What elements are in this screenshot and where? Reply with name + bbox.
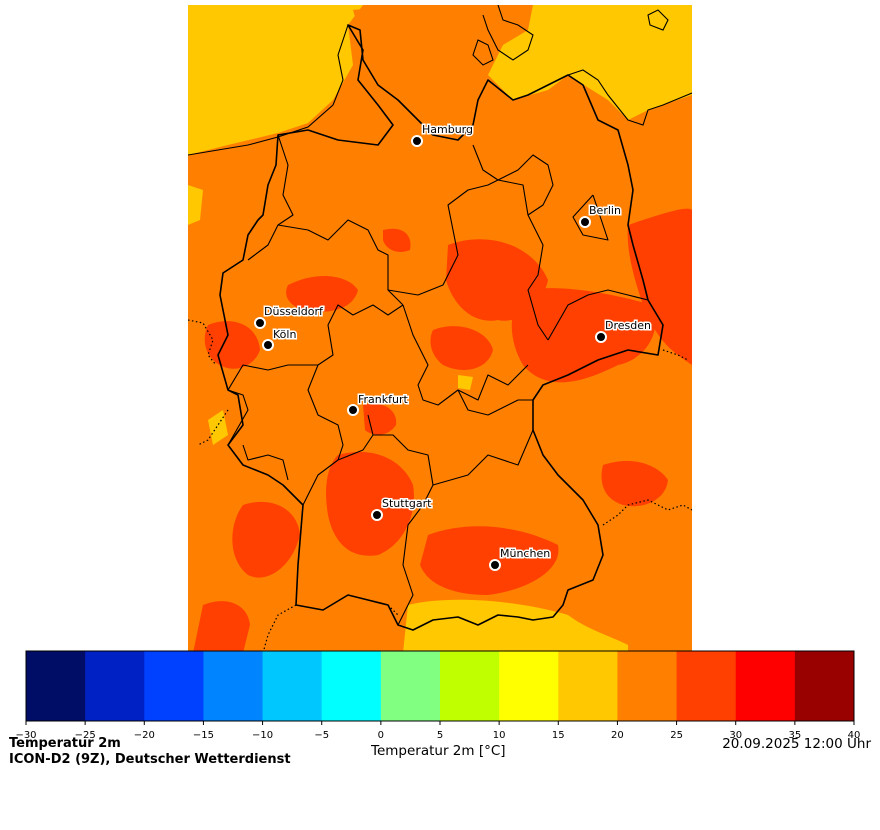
city-markers: Hamburg Berlin Düsseldorf Köln Dresden F… — [254, 122, 652, 571]
land-area-denmark — [478, 5, 533, 45]
colorbar-tick-label: 40 — [848, 730, 861, 741]
germany-border — [217, 24, 664, 631]
colorbar-tick-label: 0 — [378, 730, 384, 741]
city-dot — [489, 559, 501, 571]
colorbar-swatch — [321, 651, 382, 721]
colorbar-tick-label: −5 — [314, 730, 329, 741]
city-dot — [262, 339, 274, 351]
city-dot — [371, 509, 383, 521]
city-dresden[interactable]: Dresden — [595, 318, 652, 343]
colorbar-tick-label: 25 — [670, 730, 683, 741]
colorbar-tick-label: 35 — [788, 730, 801, 741]
colorbar-tick-label: −25 — [75, 730, 96, 741]
city-label-berlin: Berlin — [589, 204, 621, 217]
colorbar-tick-label: 20 — [611, 730, 624, 741]
cool-patches — [188, 185, 628, 653]
temperature-map: Hamburg Berlin Düsseldorf Köln Dresden F… — [188, 5, 692, 653]
colorbar-swatch — [144, 651, 204, 721]
city-label-stuttgart: Stuttgart — [382, 497, 432, 510]
city-dot — [254, 317, 266, 329]
city-muenchen[interactable]: München — [489, 546, 552, 571]
colorbar-swatch — [735, 651, 796, 721]
colorbar-swatch — [203, 651, 264, 721]
city-koeln[interactable]: Köln — [262, 327, 298, 351]
city-label-koeln: Köln — [273, 328, 296, 341]
city-dot — [595, 331, 607, 343]
city-dot — [579, 216, 591, 228]
colorbar-swatch — [26, 651, 86, 721]
city-dot — [411, 135, 423, 147]
city-hamburg[interactable]: Hamburg — [411, 122, 475, 147]
colorbar-swatch — [558, 651, 618, 721]
colorbar-tick-label: 15 — [552, 730, 565, 741]
colorbar-swatch — [794, 651, 855, 721]
land-area-north — [353, 5, 413, 65]
temperature-colorbar: −30 −25 −20 −15 −10 −5 0 5 10 15 20 25 30 35 40 — [15, 650, 860, 741]
chart-title: Temperatur 2m — [9, 736, 121, 751]
valid-time: 20.09.2025 12:00 Uhr — [722, 736, 871, 752]
colorbar-tick-label: −15 — [193, 730, 214, 741]
colorbar-swatch — [676, 651, 737, 721]
colorbar-swatch — [499, 651, 559, 721]
coastlines — [188, 5, 692, 156]
model-source: ICON-D2 (9Z), Deutscher Wetterdienst — [9, 752, 291, 767]
city-label-dresden: Dresden — [605, 319, 651, 332]
city-label-frankfurt: Frankfurt — [358, 393, 408, 406]
city-berlin[interactable]: Berlin — [579, 203, 622, 228]
city-dot — [347, 404, 359, 416]
colorbar-tick-label: −20 — [134, 730, 155, 741]
city-label-hamburg: Hamburg — [422, 123, 473, 136]
city-label-duesseldorf: Düsseldorf — [264, 305, 324, 318]
city-frankfurt[interactable]: Frankfurt — [347, 392, 410, 416]
colorbar-swatch — [85, 651, 145, 721]
country-borders-dotted — [188, 319, 692, 653]
city-duesseldorf[interactable]: Düsseldorf — [254, 304, 325, 329]
state-borders — [227, 134, 649, 626]
city-stuttgart[interactable]: Stuttgart — [371, 496, 434, 521]
colorbar-tick-label: −30 — [15, 730, 36, 741]
colorbar-label: Temperatur 2m [°C] — [371, 743, 506, 759]
colorbar-tick-label: −10 — [252, 730, 273, 741]
colorbar-swatch — [440, 651, 500, 721]
warm-patches — [193, 208, 692, 653]
colorbar-swatch — [262, 651, 323, 721]
colorbar-ticks: −30 −25 −20 −15 −10 −5 0 5 10 15 20 25 30 35 40 — [15, 721, 860, 741]
colorbar-swatch — [617, 651, 678, 721]
colorbar-tick-label: 10 — [493, 730, 506, 741]
colorbar-tick-label: 30 — [729, 730, 742, 741]
city-label-muenchen: München — [500, 547, 550, 560]
colorbar-swatch — [380, 651, 441, 721]
colorbar-tick-label: 5 — [437, 730, 443, 741]
colorbar-swatches — [26, 651, 855, 721]
